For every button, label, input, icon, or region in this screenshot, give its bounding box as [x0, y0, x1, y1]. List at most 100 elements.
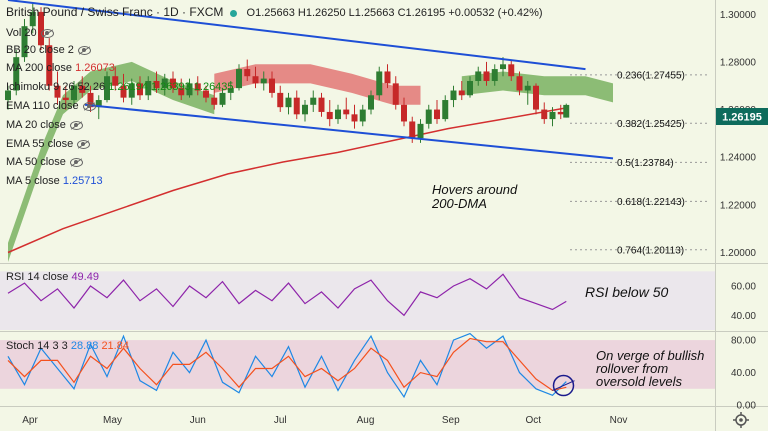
legend-ma200[interactable]: MA 200 close 1.26073	[6, 62, 115, 75]
price-axis-tick: 1.20000	[720, 248, 757, 259]
legend-bb-label: BB 20 close 2	[6, 44, 74, 56]
stoch-axis-tick: 0.00	[737, 401, 757, 412]
legend-vol[interactable]: Vol 20	[6, 27, 54, 40]
legend-ma5-value: 1.25713	[62, 175, 103, 187]
candle-body	[417, 123, 424, 139]
candle-body	[302, 104, 308, 115]
crossover-highlight-circle	[552, 374, 575, 397]
candle-body	[326, 111, 333, 120]
time-axis-tick: Jun	[190, 415, 206, 426]
candle-body	[318, 97, 325, 112]
price-axis-tick: 1.22000	[720, 200, 757, 211]
legend-ichimoku[interactable]: Ichimoku 9 26 52 26 1.26194 1.26393 1.26…	[6, 81, 234, 94]
candle	[467, 76, 473, 98]
candle-body	[500, 64, 506, 70]
time-axis-tick: Sep	[442, 415, 460, 426]
candle-body	[392, 83, 399, 105]
candle-body	[186, 83, 193, 96]
legend-ichimoku-label: Ichimoku 9 26 52 26	[6, 81, 106, 93]
candle	[29, 2, 36, 34]
ohlc-readout: O1.25663 H1.26250 L1.25663 C1.26195 +0.0…	[246, 7, 543, 19]
symbol-title[interactable]: British Pound / Swiss Franc · 1D · FXCM	[6, 5, 224, 19]
candle-body	[252, 76, 259, 84]
candle-body	[21, 26, 28, 58]
candle-body	[194, 83, 201, 91]
settings-gear-icon[interactable]	[733, 412, 749, 428]
legend-rsi-label: RSI 14 close	[6, 271, 69, 283]
legend-ma50[interactable]: MA 50 close	[6, 156, 83, 169]
candle	[71, 80, 77, 108]
candle-body	[260, 78, 267, 84]
candle-body	[533, 85, 539, 110]
candle-body	[508, 64, 515, 77]
candle	[516, 71, 523, 96]
candle	[425, 104, 432, 129]
candle	[285, 92, 292, 115]
candle	[458, 80, 465, 101]
candle	[153, 71, 160, 93]
rsi-line	[7, 273, 567, 317]
candle-body	[475, 71, 482, 81]
candle-body	[87, 92, 94, 108]
time-axis-tick: May	[103, 415, 122, 426]
rsi-axis-tick: 40.00	[731, 311, 756, 322]
legend-ema55[interactable]: EMA 55 close	[6, 138, 91, 151]
candle	[170, 71, 176, 93]
stoch-line-d	[7, 337, 567, 392]
candle	[326, 100, 333, 127]
candle-body	[38, 11, 44, 46]
candle	[120, 73, 127, 103]
candle	[359, 104, 366, 127]
time-axis-tick: Oct	[525, 415, 541, 426]
legend-rsi[interactable]: RSI 14 close 49.49	[6, 271, 99, 284]
candle	[5, 85, 11, 110]
price-axis-tick: 1.24000	[720, 153, 757, 164]
candle-body	[335, 109, 341, 120]
candle	[227, 80, 234, 101]
hidden-eye-icon[interactable]	[69, 120, 83, 130]
fib-level-label: 0.618(1.22143)	[617, 197, 685, 208]
stoch-line-k	[7, 332, 567, 399]
candle-body	[310, 97, 317, 105]
candle-body	[46, 45, 53, 86]
candle	[293, 90, 300, 120]
candle	[252, 66, 259, 89]
legend-bb[interactable]: BB 20 close 2	[6, 44, 91, 57]
time-axis-tick: Apr	[22, 415, 38, 426]
legend-ma5[interactable]: MA 5 close 1.25713	[6, 175, 103, 188]
candle-body	[128, 83, 135, 98]
candle	[491, 64, 498, 86]
candle	[236, 64, 242, 91]
legend-ma20[interactable]: MA 20 close	[6, 119, 83, 132]
candle-body	[104, 76, 110, 101]
time-axis-tick: Aug	[357, 415, 375, 426]
candle	[368, 90, 374, 115]
dma-annotation: Hovers around 200-DMA	[432, 183, 517, 211]
hidden-eye-icon[interactable]	[69, 157, 83, 167]
candle	[483, 61, 490, 86]
candle	[302, 100, 308, 122]
stoch-annotation-line-1: On verge of bullish	[596, 348, 705, 363]
legend-stoch-k: 28.88	[70, 340, 99, 352]
fib-level-label: 0.764(1.20113)	[617, 245, 684, 256]
legend-stoch[interactable]: Stoch 14 3 3 28.88 21.84	[6, 340, 129, 353]
legend-ma200-label: MA 200 close	[6, 62, 73, 74]
legend-ma200-value: 1.26073	[75, 62, 115, 74]
candle	[524, 80, 531, 105]
candle	[310, 90, 317, 112]
candle	[277, 85, 284, 112]
hidden-eye-icon[interactable]	[82, 101, 96, 111]
hidden-eye-icon[interactable]	[77, 45, 91, 55]
channel-upper-line	[7, 0, 586, 71]
candle	[563, 103, 570, 118]
dma-annotation-line-2: 200-DMA	[432, 196, 487, 211]
hidden-eye-icon[interactable]	[40, 28, 54, 38]
kumo-cloud-bullish	[8, 61, 215, 263]
legend-ema110[interactable]: EMA 110 close	[6, 100, 96, 113]
candle	[21, 19, 28, 62]
hidden-eye-icon[interactable]	[77, 139, 91, 149]
candle	[384, 64, 391, 89]
kumo-cloud-bearish	[214, 64, 421, 105]
stoch-annotation-line-3: oversold levels	[596, 374, 682, 389]
candle-body	[54, 85, 61, 98]
